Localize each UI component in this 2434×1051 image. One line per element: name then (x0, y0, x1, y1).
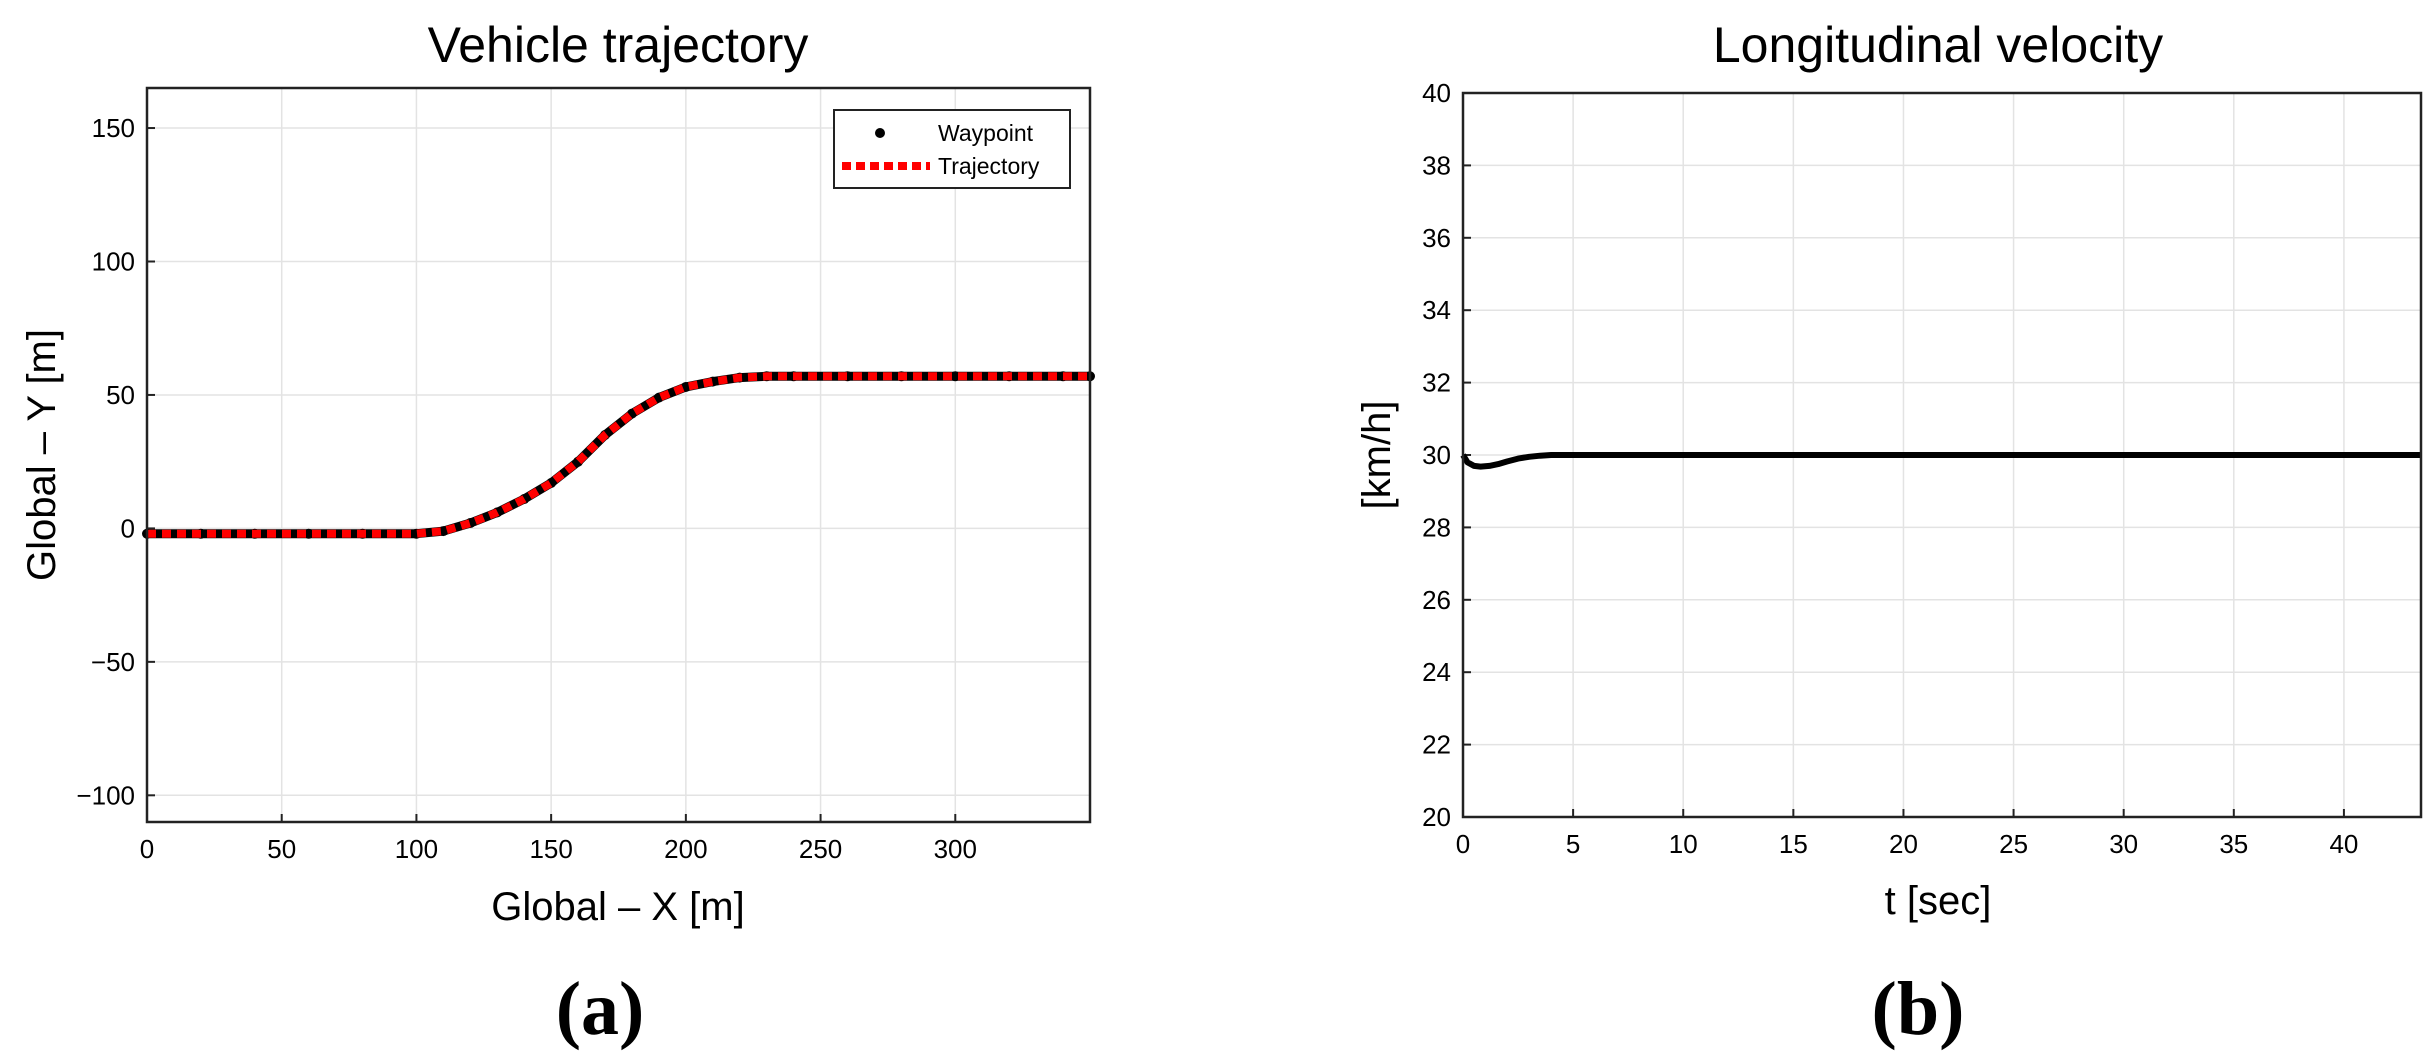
y-tick-label: 30 (1422, 440, 1451, 470)
x-axis-label: t [sec] (1885, 879, 1992, 923)
legend: Waypoint Trajectory (833, 109, 1071, 189)
x-tick-label: 10 (1669, 829, 1698, 859)
y-tick-label: 28 (1422, 512, 1451, 542)
y-tick-label: 0 (121, 513, 135, 543)
y-tick-label: −100 (76, 780, 135, 810)
y-tick-label: 40 (1422, 78, 1451, 108)
x-tick-label: 15 (1779, 829, 1808, 859)
legend-waypoint-marker (875, 128, 885, 138)
x-axis-label: Global – X [m] (491, 885, 744, 929)
panel-label-b: (b) (1872, 967, 1965, 1051)
y-tick-label: 100 (92, 246, 135, 276)
x-tick-label: 50 (267, 834, 296, 864)
y-tick-label: 36 (1422, 223, 1451, 253)
y-tick-label: 34 (1422, 295, 1451, 325)
legend-entry-waypoint: Waypoint (938, 120, 1034, 146)
x-axis-ticks: 0 50 100 150 200 250 300 (140, 814, 977, 864)
x-tick-label: 150 (529, 834, 572, 864)
legend-box (833, 109, 1071, 189)
y-axis-label: [km/h] (1355, 401, 1399, 510)
x-tick-label: 0 (1456, 829, 1470, 859)
x-tick-label: 200 (664, 834, 707, 864)
x-tick-label: 20 (1889, 829, 1918, 859)
velocity-chart: Longitudinal velocity 0 5 10 15 20 25 30 35 40 2… (1355, 17, 2423, 1051)
chart-title: Vehicle trajectory (428, 17, 809, 73)
plot-frame (1461, 91, 2423, 819)
x-tick-label: 40 (2329, 829, 2358, 859)
y-tick-label: 24 (1422, 657, 1451, 687)
y-tick-label: 150 (92, 113, 135, 143)
waypoint-marker (950, 371, 961, 382)
y-axis-ticks: −100 −50 0 50 100 150 (76, 113, 155, 810)
plot-frame (145, 86, 1092, 824)
series-group (1460, 452, 2421, 470)
y-tick-label: 38 (1422, 150, 1451, 180)
series-trajectory-line (147, 372, 1090, 538)
y-tick-label: −50 (91, 647, 135, 677)
series-group (142, 371, 1095, 539)
grid (146, 88, 1090, 822)
y-tick-label: 50 (106, 380, 135, 410)
x-tick-label: 30 (2109, 829, 2138, 859)
series-longitudinal-velocity-line (1460, 452, 2421, 470)
x-tick-label: 35 (2219, 829, 2248, 859)
trajectory-chart: Vehicle trajectory 0 50 100 150 200 250 300 −1… (20, 17, 1095, 1051)
y-tick-label: 22 (1422, 730, 1451, 760)
x-tick-label: 100 (395, 834, 438, 864)
y-tick-label: 26 (1422, 585, 1451, 615)
y-tick-label: 32 (1422, 368, 1451, 398)
series-waypoint-line (142, 371, 1095, 539)
y-axis-label: Global – Y [m] (20, 329, 64, 581)
x-tick-label: 5 (1566, 829, 1580, 859)
x-tick-label: 300 (934, 834, 977, 864)
legend-entry-trajectory: Trajectory (938, 153, 1040, 179)
x-axis-ticks: 0 5 10 15 20 25 30 35 40 (1456, 809, 2358, 859)
waypoint-marker (303, 528, 314, 539)
x-tick-label: 25 (1999, 829, 2028, 859)
panel-label-a: (a) (556, 967, 645, 1051)
x-tick-label: 0 (140, 834, 154, 864)
y-tick-label: 20 (1422, 802, 1451, 832)
x-tick-label: 250 (799, 834, 842, 864)
chart-title: Longitudinal velocity (1713, 17, 2163, 73)
